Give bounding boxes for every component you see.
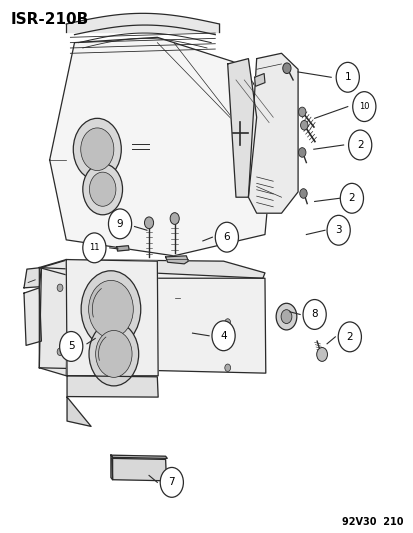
Circle shape [108, 209, 131, 239]
Text: 10: 10 [358, 102, 369, 111]
Polygon shape [39, 260, 68, 376]
Circle shape [224, 364, 230, 372]
Circle shape [348, 130, 371, 160]
Circle shape [144, 217, 153, 229]
Circle shape [298, 148, 305, 157]
Circle shape [282, 63, 290, 74]
Circle shape [280, 310, 291, 324]
Text: 7: 7 [168, 478, 175, 487]
Polygon shape [116, 246, 129, 251]
Polygon shape [254, 74, 264, 86]
Polygon shape [227, 59, 256, 197]
Circle shape [160, 467, 183, 497]
Polygon shape [50, 37, 273, 256]
Circle shape [298, 107, 305, 117]
Text: 9: 9 [116, 219, 123, 229]
Polygon shape [24, 268, 41, 288]
Circle shape [337, 322, 361, 352]
Polygon shape [111, 455, 112, 480]
Circle shape [57, 348, 63, 356]
Circle shape [211, 321, 235, 351]
Circle shape [170, 213, 179, 224]
Text: 92V30  210: 92V30 210 [341, 516, 403, 527]
Circle shape [57, 284, 63, 292]
Circle shape [88, 280, 133, 338]
Circle shape [275, 303, 296, 330]
Text: 11: 11 [89, 244, 100, 252]
Circle shape [326, 215, 349, 245]
Circle shape [316, 348, 327, 361]
Polygon shape [39, 260, 264, 278]
Polygon shape [24, 288, 41, 345]
Text: 4: 4 [220, 331, 226, 341]
Text: ISR-210B: ISR-210B [10, 12, 88, 27]
Polygon shape [66, 260, 158, 376]
Polygon shape [67, 397, 91, 426]
Circle shape [83, 233, 106, 263]
Circle shape [302, 300, 325, 329]
Circle shape [224, 319, 230, 326]
Circle shape [59, 332, 83, 361]
Polygon shape [165, 256, 188, 264]
Polygon shape [248, 53, 297, 213]
Circle shape [335, 62, 358, 92]
Circle shape [73, 118, 121, 180]
Polygon shape [39, 268, 265, 373]
Circle shape [83, 164, 122, 215]
Circle shape [81, 128, 114, 171]
Circle shape [81, 271, 140, 348]
Polygon shape [111, 455, 167, 458]
Text: 6: 6 [223, 232, 230, 242]
Text: 1: 1 [344, 72, 350, 82]
Circle shape [89, 322, 138, 386]
Circle shape [352, 92, 375, 122]
Polygon shape [112, 458, 166, 481]
Text: 5: 5 [68, 342, 74, 351]
Circle shape [215, 222, 238, 252]
Circle shape [300, 120, 307, 130]
Polygon shape [67, 376, 158, 397]
Text: 3: 3 [335, 225, 341, 235]
Circle shape [299, 189, 306, 198]
Text: 2: 2 [348, 193, 354, 203]
Text: 2: 2 [356, 140, 363, 150]
Text: 2: 2 [346, 332, 352, 342]
Circle shape [339, 183, 363, 213]
Circle shape [95, 330, 132, 377]
Circle shape [89, 172, 116, 206]
Text: 8: 8 [311, 310, 317, 319]
